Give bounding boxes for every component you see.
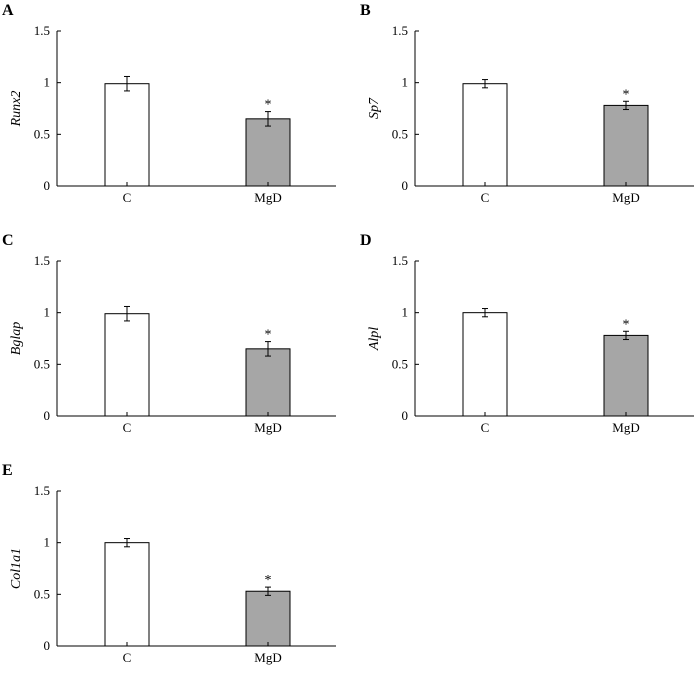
y-tick-label: 0.5 bbox=[392, 356, 408, 371]
x-tick-label: MgD bbox=[612, 420, 639, 435]
chart-panel-a: A 0 0.5 1 1.5 Runx2 C * MgD bbox=[0, 0, 340, 230]
bar-c bbox=[104, 542, 150, 647]
chart-panel-e: E 0 0.5 1 1.5 Col1a1 C * MgD bbox=[0, 460, 340, 690]
chart-panel-d: D 0 0.5 1 1.5 Alpl C * MgD bbox=[358, 230, 698, 460]
significance-marker: * bbox=[623, 87, 630, 102]
y-tick-label: 1.5 bbox=[34, 253, 50, 268]
bar-mgd bbox=[245, 118, 291, 187]
x-tick-label: MgD bbox=[612, 190, 639, 205]
y-tick-label: 0.5 bbox=[34, 356, 50, 371]
y-axis-label: Sp7 bbox=[367, 97, 382, 119]
x-tick-label: MgD bbox=[254, 650, 281, 665]
bar-c bbox=[462, 83, 508, 187]
x-tick-label: C bbox=[123, 190, 132, 205]
y-tick-label: 1.5 bbox=[392, 253, 408, 268]
y-tick-label: 0 bbox=[44, 638, 51, 653]
x-tick-label: MgD bbox=[254, 420, 281, 435]
bar-c bbox=[104, 83, 150, 187]
y-tick-label: 0 bbox=[44, 178, 51, 193]
y-tick-label: 1 bbox=[44, 305, 51, 320]
bar-mgd bbox=[603, 104, 649, 187]
y-tick-label: 1.5 bbox=[34, 483, 50, 498]
panel-letter: C bbox=[2, 232, 14, 249]
bar-chart-e: 0 0.5 1 1.5 Col1a1 C * MgD bbox=[9, 483, 336, 665]
y-tick-label: 0.5 bbox=[392, 126, 408, 141]
panel-letter: B bbox=[360, 2, 371, 19]
bar-mgd bbox=[245, 590, 291, 647]
y-tick-label: 1 bbox=[402, 305, 409, 320]
x-tick-label: MgD bbox=[254, 190, 281, 205]
bar-c bbox=[104, 313, 150, 417]
bar-chart-c: 0 0.5 1 1.5 Bglap C * MgD bbox=[9, 253, 336, 435]
panel-letter: D bbox=[360, 232, 372, 249]
bar-mgd bbox=[245, 348, 291, 417]
y-tick-label: 1.5 bbox=[34, 23, 50, 38]
panel-letter: A bbox=[2, 2, 14, 19]
significance-marker: * bbox=[265, 98, 272, 113]
y-axis-label: Bglap bbox=[9, 322, 24, 355]
y-tick-label: 1 bbox=[402, 75, 409, 90]
chart-panel-c: C 0 0.5 1 1.5 Bglap C * MgD bbox=[0, 230, 340, 460]
significance-marker: * bbox=[265, 573, 272, 588]
significance-marker: * bbox=[623, 317, 630, 332]
bar-c bbox=[462, 312, 508, 417]
y-tick-label: 0.5 bbox=[34, 126, 50, 141]
x-tick-label: C bbox=[481, 190, 490, 205]
y-tick-label: 1 bbox=[44, 75, 51, 90]
y-axis-label: Col1a1 bbox=[9, 548, 24, 589]
chart-panel-b: B 0 0.5 1 1.5 Sp7 C * MgD bbox=[358, 0, 698, 230]
bar-mgd bbox=[603, 334, 649, 417]
significance-marker: * bbox=[265, 328, 272, 343]
y-tick-label: 0 bbox=[44, 408, 51, 423]
y-tick-label: 0 bbox=[402, 178, 409, 193]
x-tick-label: C bbox=[123, 650, 132, 665]
panel-letter: E bbox=[2, 462, 13, 479]
y-tick-label: 0 bbox=[402, 408, 409, 423]
y-axis-label: Runx2 bbox=[9, 91, 24, 128]
bar-chart-b: 0 0.5 1 1.5 Sp7 C * MgD bbox=[367, 23, 694, 205]
bar-chart-d: 0 0.5 1 1.5 Alpl C * MgD bbox=[367, 253, 694, 435]
y-tick-label: 0.5 bbox=[34, 586, 50, 601]
y-tick-label: 1 bbox=[44, 535, 51, 550]
y-axis-label: Alpl bbox=[367, 327, 382, 351]
y-tick-label: 1.5 bbox=[392, 23, 408, 38]
x-tick-label: C bbox=[481, 420, 490, 435]
bar-chart-a: 0 0.5 1 1.5 Runx2 C * MgD bbox=[9, 23, 336, 205]
x-tick-label: C bbox=[123, 420, 132, 435]
